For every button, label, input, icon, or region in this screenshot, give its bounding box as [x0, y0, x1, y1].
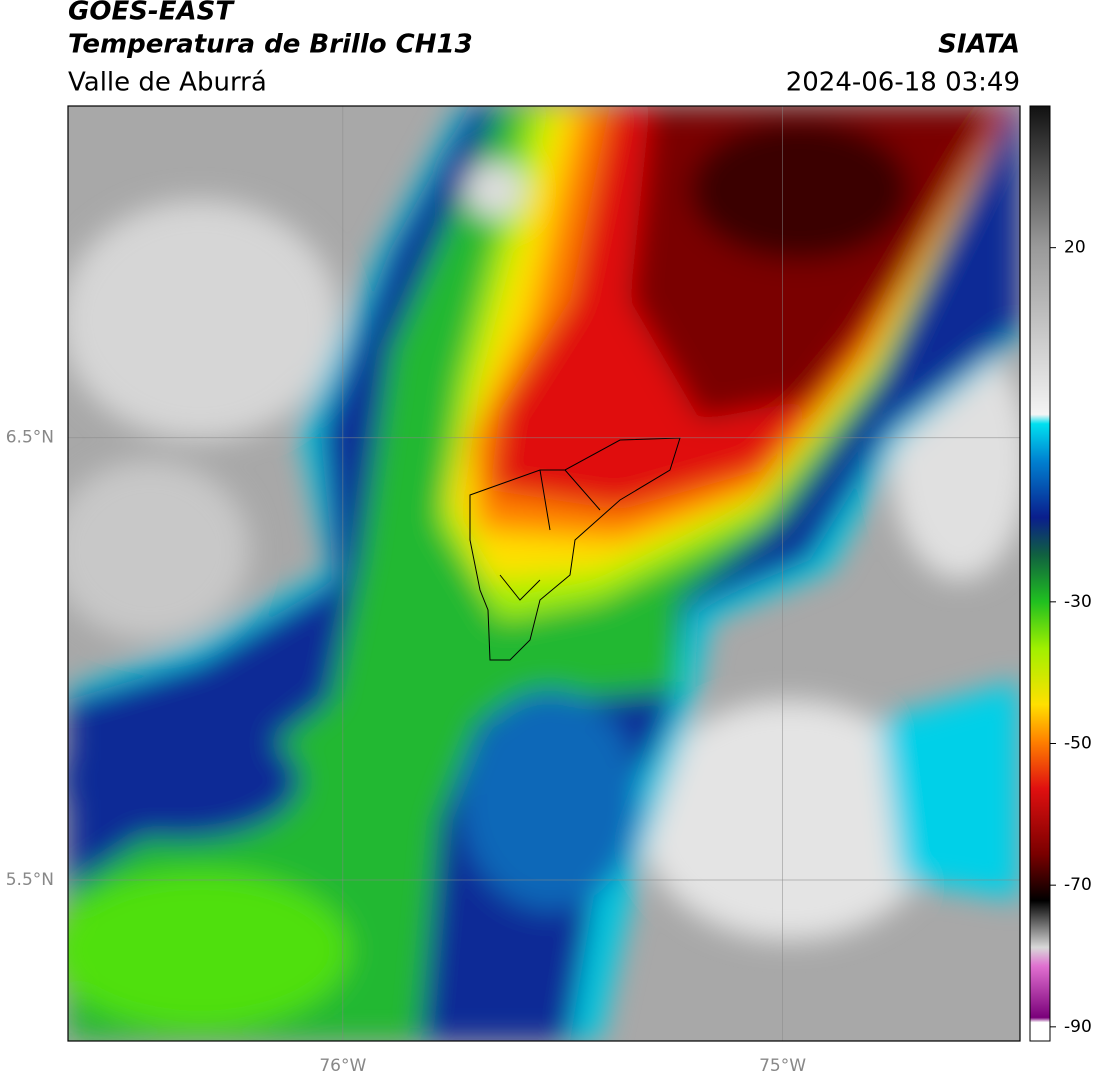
colorbar-tick-label: -50: [1064, 734, 1092, 754]
datetime: 2024-06-18 03:49: [786, 68, 1020, 98]
cloud-field: [68, 106, 1020, 1041]
patch: [690, 120, 910, 260]
patch: [68, 200, 340, 440]
map-frame: [67, 105, 1021, 1042]
y-tick-label: 5.5°N: [6, 870, 54, 890]
source: SIATA: [938, 30, 1020, 60]
patch: [68, 460, 250, 640]
y-tick-label: 6.5°N: [6, 428, 54, 448]
colorbar-tick-label: -30: [1064, 592, 1092, 612]
patch: [68, 720, 300, 840]
basin-outline: [469, 437, 681, 661]
x-tick-label: 75°W: [759, 1056, 806, 1076]
colorbar-tick-label: -90: [1064, 1017, 1092, 1037]
patch: [880, 680, 1020, 900]
patch: [68, 870, 350, 1030]
x-tick-label: 76°W: [319, 1056, 366, 1076]
subtitle: Temperatura de Brillo CH13: [68, 30, 473, 60]
colorbar: [1029, 105, 1051, 1042]
colorbar-tick-label: -70: [1064, 875, 1092, 895]
title: GOES-EAST: [68, 0, 235, 27]
grid: [68, 106, 1020, 1041]
patch: [465, 162, 525, 218]
colorbar-tick-label: 20: [1064, 238, 1086, 258]
region: Valle de Aburrá: [68, 68, 267, 98]
satellite-image: [68, 106, 1020, 1041]
patch: [460, 690, 640, 910]
